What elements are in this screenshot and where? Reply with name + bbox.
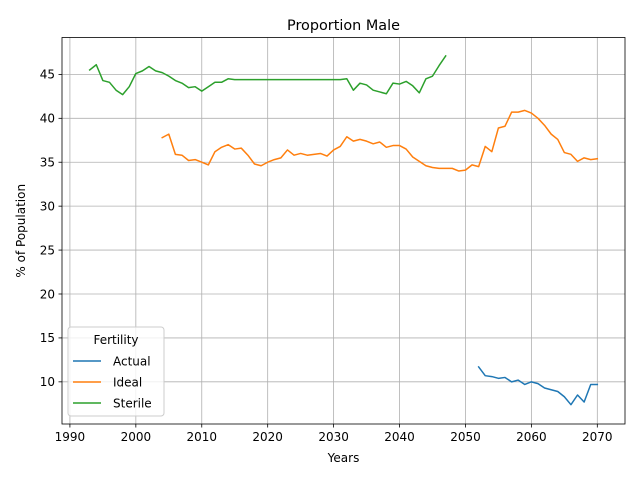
legend: Fertility Actual Ideal Sterile bbox=[67, 326, 165, 417]
x-tick-label: 2000 bbox=[121, 430, 152, 444]
x-tick-label: 2050 bbox=[450, 430, 481, 444]
y-tick-label: 10 bbox=[40, 375, 55, 389]
y-axis-label: % of Population bbox=[14, 184, 28, 278]
series-line-actual bbox=[477, 365, 599, 406]
x-axis-label: Years bbox=[327, 451, 360, 465]
x-tick-label: 2070 bbox=[582, 430, 613, 444]
chart-title: Proportion Male bbox=[287, 18, 400, 34]
series-line-sterile bbox=[88, 54, 447, 96]
y-axis-ticks: 10 15 20 25 30 35 40 45 bbox=[40, 68, 62, 389]
legend-label-sterile: Sterile bbox=[113, 396, 152, 410]
x-tick-label: 2060 bbox=[516, 430, 547, 444]
legend-title: Fertility bbox=[93, 333, 138, 347]
x-tick-label: 2020 bbox=[252, 430, 283, 444]
series-line-ideal bbox=[161, 109, 599, 172]
y-tick-label: 20 bbox=[40, 287, 55, 301]
legend-box bbox=[67, 326, 165, 417]
x-tick-label: 2040 bbox=[384, 430, 415, 444]
y-tick-label: 35 bbox=[40, 156, 55, 170]
plot-frame bbox=[61, 37, 626, 425]
x-axis-ticks: 1990 2000 2010 2020 2030 2040 2050 2060 2070 bbox=[55, 424, 613, 444]
x-tick-label: 2010 bbox=[186, 430, 217, 444]
x-tick-label: 2030 bbox=[318, 430, 349, 444]
y-tick-label: 25 bbox=[40, 243, 55, 257]
y-tick-label: 40 bbox=[40, 112, 55, 126]
x-tick-label: 1990 bbox=[55, 430, 86, 444]
legend-label-actual: Actual bbox=[113, 354, 151, 368]
legend-label-ideal: Ideal bbox=[113, 375, 142, 389]
y-tick-label: 30 bbox=[40, 199, 55, 213]
series-lines bbox=[88, 54, 599, 406]
y-tick-label: 45 bbox=[40, 68, 55, 82]
legend-entries: Actual Ideal Sterile bbox=[73, 354, 152, 410]
y-tick-label: 15 bbox=[40, 331, 55, 345]
